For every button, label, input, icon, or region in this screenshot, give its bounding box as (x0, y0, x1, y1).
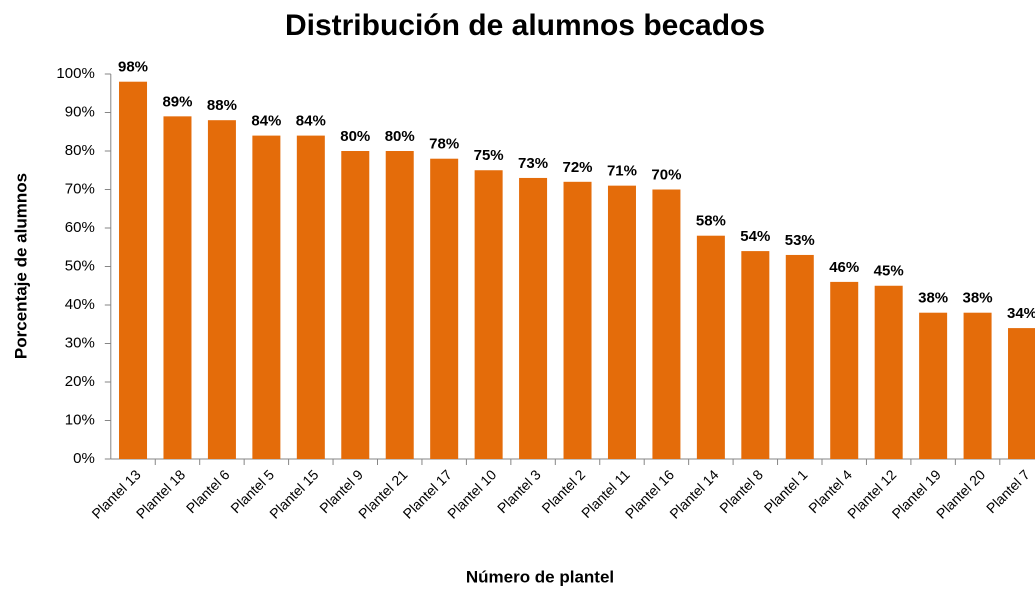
value-label: 80% (340, 128, 370, 145)
x-tick-label: Plantel 3 (494, 466, 544, 516)
x-tick-label: Plantel 18 (133, 466, 188, 521)
value-label: 45% (874, 263, 904, 280)
bar (252, 135, 281, 459)
value-label: 38% (918, 290, 948, 307)
bar (741, 251, 770, 459)
bar (385, 151, 414, 459)
value-label: 46% (829, 259, 859, 276)
bar (607, 185, 636, 459)
value-label: 73% (518, 155, 548, 172)
x-tick-label: Plantel 6 (183, 466, 233, 516)
value-label: 72% (563, 159, 593, 176)
value-label: 84% (251, 113, 281, 130)
value-label: 88% (207, 97, 237, 114)
bar (474, 170, 503, 459)
x-tick-label: Plantel 10 (444, 466, 499, 521)
chart-title: Distribución de alumnos becados (285, 9, 765, 42)
bar (119, 81, 148, 459)
y-tick-label: 60% (65, 219, 95, 236)
value-label: 78% (429, 136, 459, 153)
bar (430, 158, 459, 459)
x-tick-label: Plantel 1 (761, 466, 811, 516)
y-tick-label: 100% (56, 65, 94, 82)
bar (296, 135, 325, 459)
bar (207, 120, 236, 459)
bar (652, 189, 681, 459)
bar (341, 151, 370, 459)
value-label: 34% (1007, 305, 1035, 322)
value-label: 71% (607, 163, 637, 180)
bar (519, 177, 548, 459)
y-tick-label: 50% (65, 257, 95, 274)
value-label: 58% (696, 213, 726, 230)
y-tick-label: 30% (65, 334, 95, 351)
bar (963, 312, 992, 459)
bar (163, 116, 192, 459)
y-tick-label: 10% (65, 411, 95, 428)
bar (696, 235, 725, 459)
y-tick-label: 70% (65, 180, 95, 197)
x-tick-label: Plantel 20 (933, 466, 988, 521)
bar (874, 285, 903, 459)
value-label: 53% (785, 232, 815, 249)
x-tick-label: Plantel 14 (666, 466, 721, 521)
y-tick-label: 90% (65, 103, 95, 120)
y-axis-title: Porcentaje de alumnos (11, 173, 30, 359)
value-label: 70% (651, 166, 681, 183)
x-axis-title: Número de plantel (466, 567, 614, 586)
value-label: 54% (740, 228, 770, 245)
y-tick-label: 20% (65, 373, 95, 390)
bar (830, 281, 859, 459)
y-tick-label: 0% (73, 450, 95, 467)
bar (1008, 328, 1035, 459)
y-tick-label: 80% (65, 142, 95, 159)
bar (919, 312, 948, 459)
x-tick-label: Plantel 8 (716, 466, 766, 516)
value-label: 75% (474, 147, 504, 164)
value-label: 38% (963, 290, 993, 307)
value-label: 98% (118, 59, 148, 76)
bar (563, 181, 592, 460)
value-label: 89% (162, 93, 192, 110)
y-tick-label: 40% (65, 296, 95, 313)
x-tick-label: Plantel 7 (983, 466, 1033, 516)
value-label: 80% (385, 128, 415, 145)
value-label: 84% (296, 113, 326, 130)
bar (785, 254, 814, 459)
x-tick-label: Plantel 15 (266, 466, 321, 521)
